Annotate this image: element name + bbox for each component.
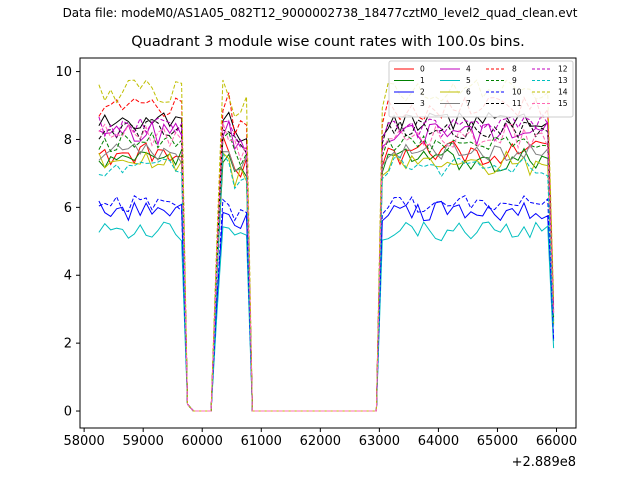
legend-label-2: 2 — [420, 88, 425, 97]
legend-label-15: 15 — [558, 99, 568, 108]
y-tick-label: 10 — [55, 65, 72, 80]
x-tick-label: 60000 — [182, 434, 223, 449]
y-tick-label: 2 — [64, 337, 72, 352]
series-line-1 — [98, 147, 555, 412]
series-line-8 — [98, 92, 555, 412]
series-line-12 — [98, 113, 555, 412]
x-tick-label: 62000 — [300, 434, 341, 449]
legend-label-9: 9 — [512, 76, 517, 85]
series-line-10 — [98, 195, 555, 412]
legend-label-11: 11 — [512, 99, 522, 108]
series-line-15 — [98, 122, 555, 412]
chart-title: Quadrant 3 module wise count rates with … — [131, 34, 525, 50]
legend-label-0: 0 — [420, 65, 425, 74]
series-line-6 — [98, 150, 555, 412]
legend-label-1: 1 — [420, 76, 425, 85]
legend-label-8: 8 — [512, 65, 517, 74]
legend-label-7: 7 — [466, 99, 471, 108]
x-tick-label: 58000 — [63, 434, 104, 449]
legend-label-3: 3 — [420, 99, 425, 108]
legend-label-12: 12 — [558, 65, 568, 74]
y-tick-label: 6 — [64, 201, 72, 216]
legend-label-6: 6 — [466, 88, 471, 97]
x-tick-label: 66000 — [536, 434, 577, 449]
series-line-5 — [98, 221, 555, 412]
y-axis: 0 2 4 6 8 10 — [55, 65, 80, 420]
x-tick-label: 64000 — [418, 434, 459, 449]
legend-box — [388, 60, 574, 118]
x-tick-label: 61000 — [241, 434, 282, 449]
plot-frame — [79, 57, 577, 429]
x-offset-label: +2.889e8 — [512, 455, 576, 470]
legend-label-13: 13 — [558, 76, 568, 85]
series-line-0 — [98, 135, 555, 412]
legend-label-5: 5 — [466, 76, 471, 85]
y-tick-label: 0 — [64, 405, 72, 420]
x-tick-label: 59000 — [123, 434, 164, 449]
plot-lines — [98, 79, 555, 412]
series-line-2 — [98, 200, 555, 412]
x-axis: 58000 59000 60000 61000 62000 63000 64000 65000… — [63, 428, 577, 449]
x-tick-label: 65000 — [477, 434, 518, 449]
y-tick-label: 8 — [64, 133, 72, 148]
figure-suptitle: Data file: modeM0/AS1A05_082T12_90000027… — [62, 6, 578, 20]
legend-label-4: 4 — [466, 65, 471, 74]
series-line-9 — [98, 131, 555, 412]
series-line-4 — [98, 119, 555, 412]
y-tick-label: 4 — [64, 269, 72, 284]
series-line-7 — [98, 142, 555, 412]
series-line-13 — [98, 152, 555, 412]
x-tick-label: 63000 — [359, 434, 400, 449]
legend-label-14: 14 — [558, 88, 568, 97]
legend-label-10: 10 — [512, 88, 522, 97]
